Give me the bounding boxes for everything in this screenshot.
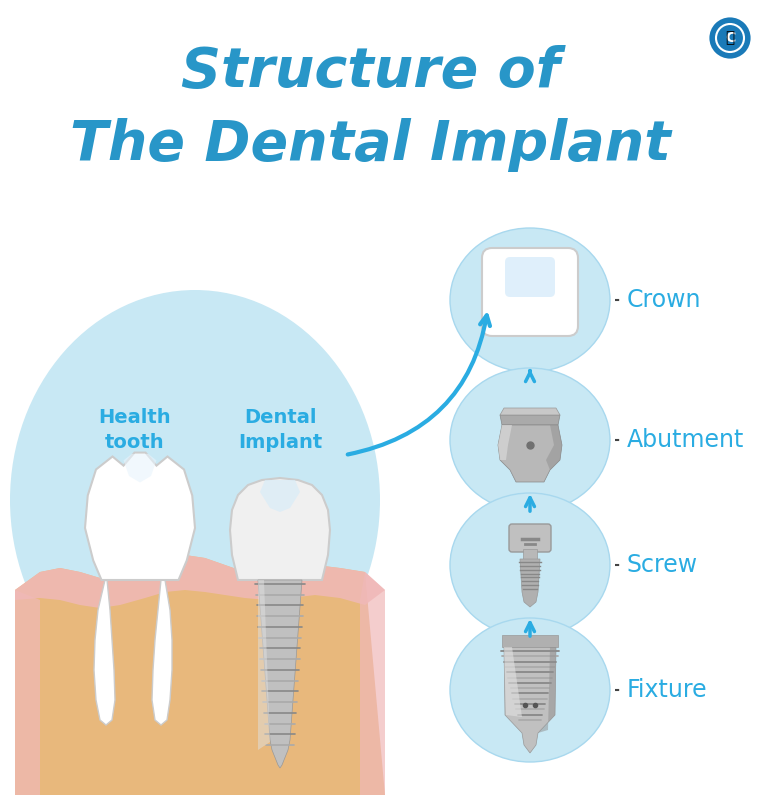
Text: C: C <box>725 31 735 45</box>
Bar <box>523 549 537 559</box>
Polygon shape <box>504 647 556 753</box>
Polygon shape <box>360 572 385 795</box>
Ellipse shape <box>450 493 610 637</box>
Polygon shape <box>152 580 172 725</box>
Polygon shape <box>538 647 556 733</box>
Text: The Dental Implant: The Dental Implant <box>69 118 671 172</box>
Polygon shape <box>498 425 562 482</box>
Polygon shape <box>123 454 156 483</box>
Ellipse shape <box>450 368 610 512</box>
Polygon shape <box>520 559 540 607</box>
Polygon shape <box>230 478 330 580</box>
FancyBboxPatch shape <box>505 257 555 297</box>
Polygon shape <box>260 480 300 512</box>
Polygon shape <box>500 408 560 415</box>
Polygon shape <box>504 647 522 717</box>
Polygon shape <box>258 580 270 750</box>
Polygon shape <box>546 425 562 470</box>
Polygon shape <box>258 580 302 768</box>
Polygon shape <box>500 415 560 425</box>
FancyBboxPatch shape <box>509 524 551 552</box>
Polygon shape <box>94 580 115 725</box>
Ellipse shape <box>10 290 380 710</box>
Text: Dental
Implant: Dental Implant <box>238 408 322 452</box>
Text: Crown: Crown <box>627 288 701 312</box>
Polygon shape <box>502 635 558 647</box>
Text: 🦷: 🦷 <box>725 30 735 45</box>
Text: Abutment: Abutment <box>627 428 745 452</box>
Ellipse shape <box>450 228 610 372</box>
Circle shape <box>708 16 752 60</box>
Polygon shape <box>498 425 512 460</box>
Text: Fixture: Fixture <box>627 678 708 702</box>
Polygon shape <box>15 590 40 795</box>
Text: Health
tooth: Health tooth <box>99 408 171 452</box>
Polygon shape <box>15 555 385 795</box>
Ellipse shape <box>450 618 610 762</box>
Text: Structure of: Structure of <box>180 45 560 99</box>
Polygon shape <box>15 555 385 608</box>
FancyBboxPatch shape <box>482 248 578 336</box>
Text: Screw: Screw <box>627 553 698 577</box>
Polygon shape <box>85 452 195 580</box>
